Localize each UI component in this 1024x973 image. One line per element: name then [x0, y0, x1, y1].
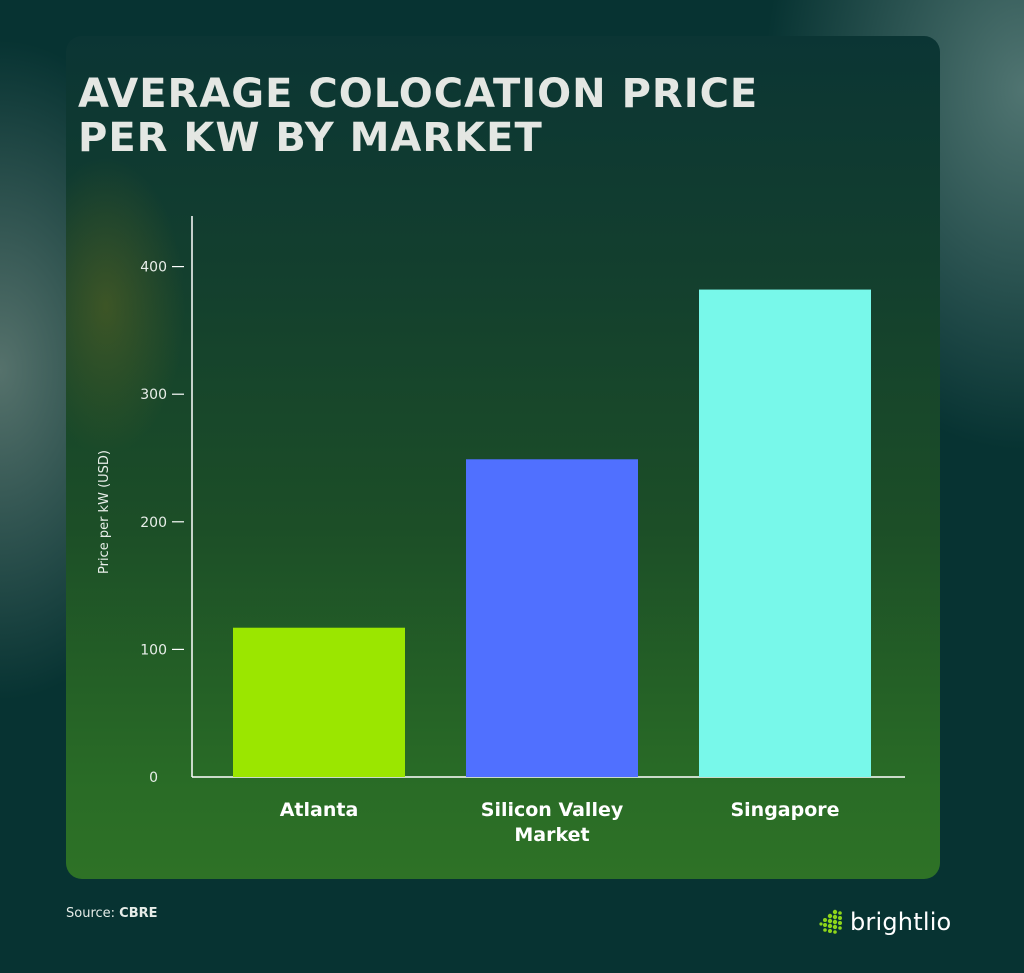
logo-dot — [838, 916, 842, 920]
logo-dot — [838, 926, 842, 930]
logo-dot — [832, 924, 838, 930]
logo-dot — [832, 919, 838, 925]
logo-dot — [827, 918, 833, 924]
y-axis-label: Price per kW (USD) — [97, 450, 112, 574]
x-tick-label-1-line-1: Market — [514, 824, 589, 846]
logo-dot — [833, 930, 837, 934]
logo-dot — [838, 911, 842, 915]
y-tick-label-200: 200 — [140, 515, 167, 531]
y-tick-label-0: 0 — [149, 770, 158, 786]
x-tick-label-1-line-0: Silicon Valley — [481, 799, 624, 821]
logo-dot — [838, 921, 842, 925]
bar-0 — [233, 627, 405, 777]
chart-title-line-2: PER KW BY MARKET — [78, 115, 543, 161]
dot-grid-logo-icon — [819, 909, 842, 934]
logo-dot — [832, 909, 838, 915]
y-tick-label-400: 400 — [140, 260, 167, 276]
logo-dot — [832, 914, 838, 920]
card-glow — [66, 156, 186, 456]
source-note: Source: CBRE — [66, 906, 158, 921]
logo-dot — [827, 913, 833, 919]
chart-title: AVERAGE COLOCATION PRICE PER KW BY MARKE… — [78, 72, 838, 160]
chart-title-line-1: AVERAGE COLOCATION PRICE — [78, 71, 759, 117]
logo-dot — [823, 928, 827, 932]
x-tick-label-2: Singapore — [730, 799, 839, 821]
y-tick-label-100: 100 — [140, 642, 167, 658]
bar-1 — [466, 459, 638, 777]
x-tick-label-0: Atlanta — [280, 799, 359, 821]
bar-2 — [699, 289, 871, 777]
source-label: Source: — [66, 906, 116, 921]
logo-dot — [823, 923, 827, 927]
brand-name: brightlio — [850, 908, 952, 936]
brand-logo[interactable]: brightlio — [818, 904, 951, 940]
y-tick-label-300: 300 — [140, 387, 167, 403]
logo-dot — [823, 918, 827, 922]
logo-dot — [827, 923, 833, 929]
source-value: CBRE — [119, 906, 158, 921]
logo-dot — [828, 929, 832, 933]
logo-dot — [819, 922, 823, 926]
